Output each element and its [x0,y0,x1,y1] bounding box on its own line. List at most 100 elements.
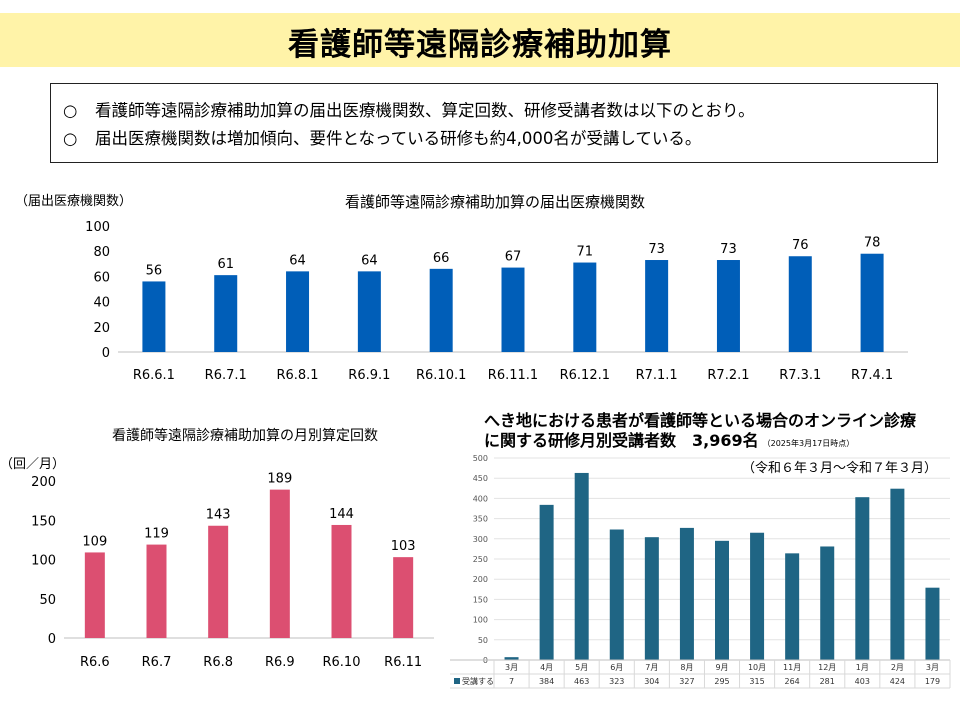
x-tick-label: R7.4.1 [851,368,893,383]
y-tick-label: 80 [93,245,110,260]
data-label: 73 [720,242,737,257]
x-tick-label: 12月 [818,663,836,672]
summary-line-1: ○ 看護師等遠隔診療補助加算の届出医療機関数、算定回数、研修受講者数は以下のとおり… [63,97,755,121]
chart-title-line-2: に関する研修月別受講者数 3,969名 （2025年3月17日時点） [484,431,854,450]
x-tick-label: 4月 [540,663,553,672]
y-tick-label: 450 [473,474,488,483]
data-label: 66 [433,251,450,266]
x-tick-label: R6.12.1 [560,368,610,383]
bar [269,489,290,638]
chart-subtitle: （令和６年３月～令和７年３月） [742,461,937,476]
bar [890,488,905,660]
x-tick-label: 5月 [575,663,588,672]
bar [715,540,729,660]
bar [84,552,105,638]
y-tick-label: 0 [102,346,110,361]
y-tick-label: 60 [93,270,110,285]
data-label: 109 [82,534,107,549]
table-value: 304 [644,677,659,686]
x-tick-label: 7月 [645,663,658,672]
y-tick-label: 50 [39,593,56,608]
bar [331,524,352,638]
summary-text: 届出医療機関数は増加傾向、要件となっている研修も約4,000名が受講している。 [95,129,702,148]
data-label: 143 [206,508,231,523]
data-label: 71 [577,245,594,260]
facility-count-chart: 看護師等遠隔診療補助加算の届出医療機関数 （届出医療機関数） 0 20 40 60 80… [15,193,908,383]
x-tick-label: 8月 [680,663,693,672]
legend-swatch [454,678,460,684]
x-tick-label: R6.8 [203,655,233,670]
bar [357,271,381,352]
bar [609,529,624,660]
x-tick-label: 6月 [610,663,623,672]
x-tick-label: 1月 [856,663,869,672]
y-tick-label: 50 [478,636,488,645]
data-label: 67 [505,250,522,265]
bar [142,281,166,352]
monthly-claims-chart: 看護師等遠隔診療補助加算の月別算定回数 （回／月） 0 50 100 150 200 1… [0,427,434,670]
bar [286,271,310,352]
bar [429,268,453,352]
x-tick-label: R6.6.1 [133,368,175,383]
legend-label: 受講する [462,676,494,686]
data-label: 73 [648,242,665,257]
x-tick-label: 10月 [748,663,766,672]
x-tick-label: R6.9.1 [348,368,390,383]
x-tick-label: 11月 [783,663,801,672]
y-tick-label: 150 [473,595,488,604]
bar [146,544,167,638]
y-tick-label: 100 [31,554,56,569]
table-value: 424 [890,677,905,686]
bar [573,262,597,352]
y-tick-label: 0 [48,632,56,647]
y-tick-label: 350 [473,515,488,524]
x-tick-label: R6.6 [80,655,110,670]
summary-bullet: ○ [63,101,78,120]
bar [925,587,940,660]
bar [501,267,525,352]
data-label: 119 [144,527,169,542]
bar [504,657,519,660]
data-label: 144 [329,507,354,522]
table-value: 403 [855,677,870,686]
bar [539,504,554,660]
chart-title-note: （2025年3月17日時点） [763,438,855,448]
x-tick-label: R6.8.1 [276,368,318,383]
data-label: 76 [792,238,809,253]
bar [855,497,870,660]
x-tick-label: R6.11.1 [488,368,538,383]
chart-title-line-1: へき地における患者が看護師等といる場合のオンライン診療 [484,411,917,430]
bar [645,260,669,352]
table-value: 7 [509,677,514,686]
table-value: 264 [785,677,800,686]
x-tick-label: 9月 [715,663,728,672]
x-tick-label: R7.1.1 [636,368,678,383]
y-tick-label: 20 [93,321,110,336]
y-tick-label: 250 [473,555,488,564]
summary-bullet: ○ [63,129,78,148]
bar [644,537,659,660]
bar [574,472,589,660]
y-tick-label: 200 [31,475,56,490]
table-value: 327 [679,677,694,686]
x-tick-label: 2月 [891,663,904,672]
chart-title: 看護師等遠隔診療補助加算の月別算定回数 [112,427,378,444]
x-tick-label: 3月 [926,663,939,672]
bar [860,253,884,352]
y-axis-label: （届出医療機関数） [15,194,132,209]
table-value: 281 [820,677,835,686]
bar [788,256,812,352]
x-tick-label: R6.9 [265,655,295,670]
table-value: 315 [749,677,764,686]
bar [785,553,800,660]
bar [393,557,414,638]
x-tick-label: R7.2.1 [707,368,749,383]
training-attendees-chart: へき地における患者が看護師等といる場合のオンライン診療 に関する研修月別受講者数… [450,411,951,689]
x-tick-label: 3月 [505,663,518,672]
x-tick-label: R6.7.1 [205,368,247,383]
x-tick-label: R6.11 [384,655,422,670]
data-label: 56 [146,263,163,278]
y-tick-label: 100 [85,220,110,235]
y-tick-label: 40 [93,296,110,311]
chart-title: 看護師等遠隔診療補助加算の届出医療機関数 [345,193,645,211]
